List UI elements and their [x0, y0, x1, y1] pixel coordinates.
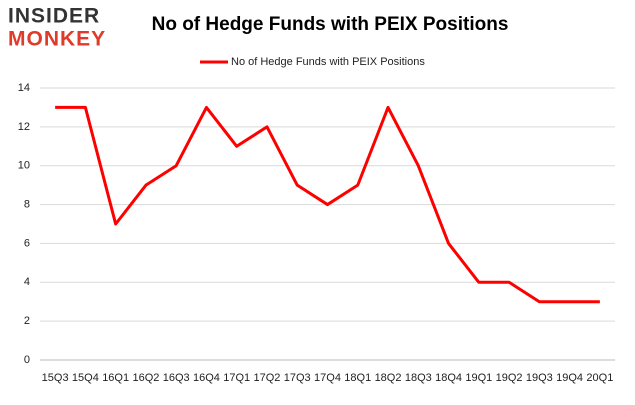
x-tick-label: 16Q2: [132, 372, 159, 384]
x-tick-label: 17Q2: [254, 372, 281, 384]
y-tick-label: 0: [24, 354, 30, 366]
x-tick-label: 18Q2: [375, 372, 402, 384]
legend-label: No of Hedge Funds with PEIX Positions: [231, 56, 425, 68]
logo-bottom: MONKEY: [8, 28, 106, 51]
y-tick-label: 8: [24, 198, 30, 210]
x-tick-label: 19Q1: [465, 372, 492, 384]
x-tick-label: 16Q3: [163, 372, 190, 384]
x-tick-label: 18Q1: [344, 372, 371, 384]
x-tick-label: 19Q4: [556, 372, 583, 384]
x-tick-label: 17Q3: [284, 372, 311, 384]
x-tick-label: 15Q4: [72, 372, 99, 384]
x-tick-label: 19Q3: [526, 372, 553, 384]
y-tick-label: 4: [24, 276, 30, 288]
x-tick-label: 17Q4: [314, 372, 341, 384]
x-tick-label: 18Q3: [405, 372, 432, 384]
x-tick-label: 17Q1: [223, 372, 250, 384]
series-line: [55, 105, 600, 304]
x-tick-label: 16Q4: [193, 372, 220, 384]
x-tick-label: 18Q4: [435, 372, 462, 384]
y-tick-label: 14: [18, 82, 30, 94]
x-tick-label: 19Q2: [496, 372, 523, 384]
logo-top: INSIDER: [8, 5, 100, 28]
chart-title: No of Hedge Funds with PEIX Positions: [152, 14, 509, 35]
y-tick-label: 2: [24, 315, 30, 327]
y-tick-label: 10: [18, 160, 30, 172]
x-tick-label: 15Q3: [42, 372, 69, 384]
y-tick-label: 12: [18, 121, 30, 133]
x-tick-label: 16Q1: [102, 372, 129, 384]
y-tick-label: 6: [24, 237, 30, 249]
legend: No of Hedge Funds with PEIX Positions: [200, 56, 425, 68]
x-tick-label: 20Q1: [586, 372, 613, 384]
